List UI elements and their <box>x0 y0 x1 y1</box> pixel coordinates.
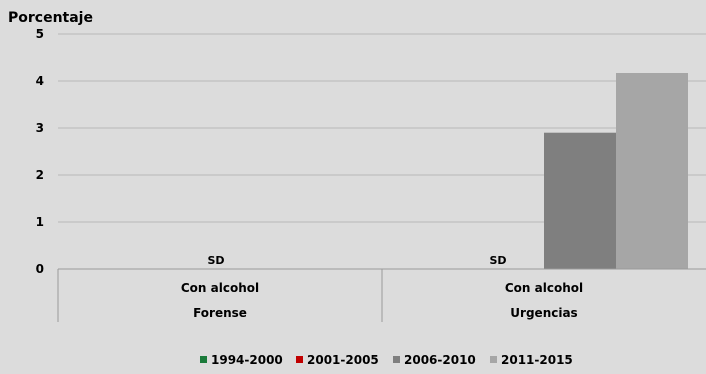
y-tick-label: 4 <box>36 74 44 88</box>
category-label: Con alcohol <box>505 281 583 295</box>
category-label: Con alcohol <box>181 281 259 295</box>
x-axis: Con alcohol Forense Con alcohol Urgencias <box>57 268 706 322</box>
y-tick-label: 3 <box>36 121 44 135</box>
legend-label: 2011-2015 <box>501 353 573 367</box>
legend-swatch <box>490 356 497 363</box>
y-tick-label: 1 <box>36 215 44 229</box>
legend-label: 2006-2010 <box>404 353 476 367</box>
y-axis-title: Porcentaje <box>8 10 93 26</box>
bar-2006-2010 <box>544 132 616 269</box>
legend-swatch <box>200 356 207 363</box>
group-label: Urgencias <box>510 306 577 320</box>
legend-swatch <box>296 356 303 363</box>
legend-label: 2001-2005 <box>307 353 379 367</box>
legend-label: 1994-2000 <box>211 353 283 367</box>
legend: 1994-2000 2001-2005 2006-2010 2011-2015 <box>200 353 573 367</box>
bar-2011-2015 <box>616 73 688 269</box>
annotations: SD SD <box>207 254 506 267</box>
y-axis-ticks: 0 1 2 3 4 5 <box>36 27 44 276</box>
sd-annotation: SD <box>489 254 506 267</box>
y-tick-label: 5 <box>36 27 44 41</box>
legend-swatch <box>393 356 400 363</box>
y-tick-label: 2 <box>36 168 44 182</box>
sd-annotation: SD <box>207 254 224 267</box>
y-tick-label: 0 <box>36 262 44 276</box>
group-label: Forense <box>193 306 247 320</box>
bars <box>544 73 688 269</box>
